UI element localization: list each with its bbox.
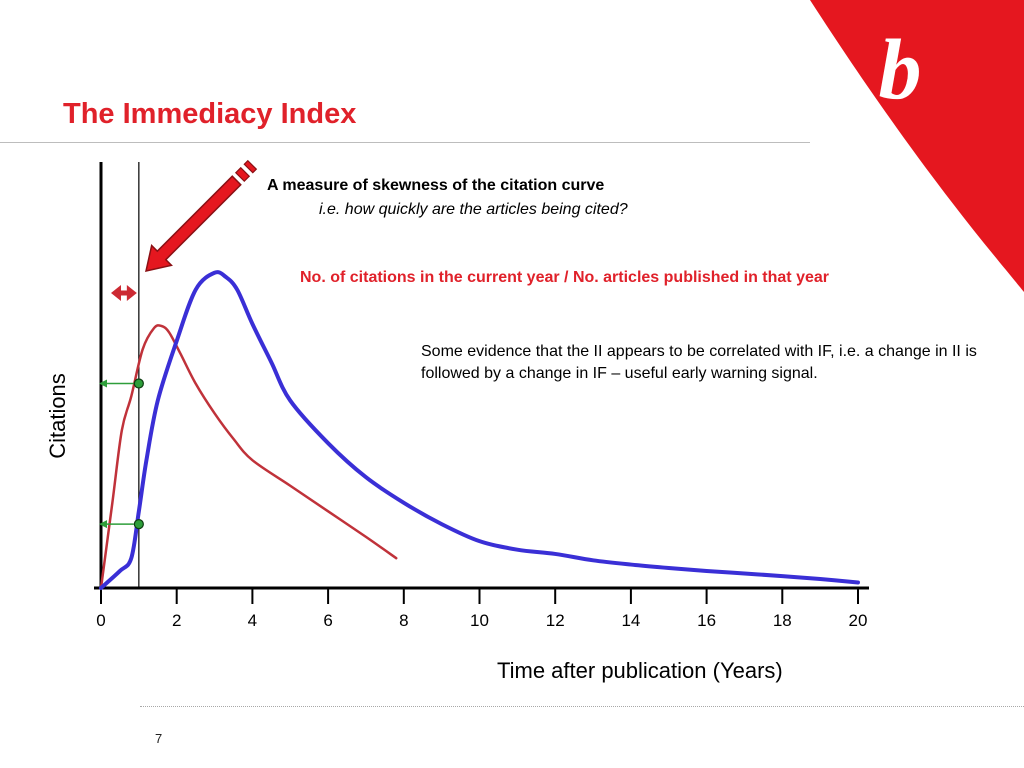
footer-divider <box>140 706 1024 707</box>
formula-note: No. of citations in the current year / N… <box>300 269 829 286</box>
series-line-2 <box>99 270 860 590</box>
x-tick-group: 0 2 4 6 8 10 12 14 16 18 20 <box>96 588 867 630</box>
series-line-1 <box>99 324 398 590</box>
marker-group <box>99 378 144 530</box>
x-tick-label: 2 <box>172 611 181 630</box>
logo-letter: b <box>879 21 922 117</box>
x-tick-label: 6 <box>323 611 332 630</box>
series-group <box>99 270 860 590</box>
measure-note: A measure of skewness of the citation cu… <box>267 177 605 194</box>
x-tick-label: 16 <box>697 611 716 630</box>
marker-leader-head <box>99 520 107 529</box>
pointer-arrow-body <box>145 175 242 272</box>
marker-point <box>133 518 144 530</box>
logo-swoosh <box>810 0 1024 292</box>
page-number: 7 <box>155 731 163 746</box>
evidence-note: Some evidence that the II appears to be … <box>421 343 977 382</box>
question-note: i.e. how quickly are the articles being … <box>319 201 628 218</box>
marker-leader-head <box>99 379 107 388</box>
pointer-arrow-dash <box>243 159 258 174</box>
x-tick-label: 10 <box>470 611 489 630</box>
brand-logo: b <box>810 0 1024 292</box>
x-axis-label: Time after publication (Years) <box>497 658 783 683</box>
interval-arrow-head <box>111 285 121 301</box>
x-tick-label: 0 <box>96 611 105 630</box>
marker-point <box>133 378 144 389</box>
interval-arrow-head <box>126 285 137 301</box>
x-tick-label: 20 <box>849 611 868 630</box>
y-axis-label: Citations <box>45 373 70 459</box>
x-tick-label: 8 <box>399 611 408 630</box>
slide-title: The Immediacy Index <box>63 98 357 130</box>
pointer-arrow-dash <box>234 166 251 183</box>
x-tick-label: 12 <box>546 611 565 630</box>
title-divider <box>0 142 810 143</box>
x-tick-label: 4 <box>248 611 257 630</box>
x-tick-label: 14 <box>621 611 640 630</box>
x-tick-label: 18 <box>773 611 792 630</box>
interval-arrow <box>111 285 137 301</box>
pointer-arrow <box>145 159 258 272</box>
